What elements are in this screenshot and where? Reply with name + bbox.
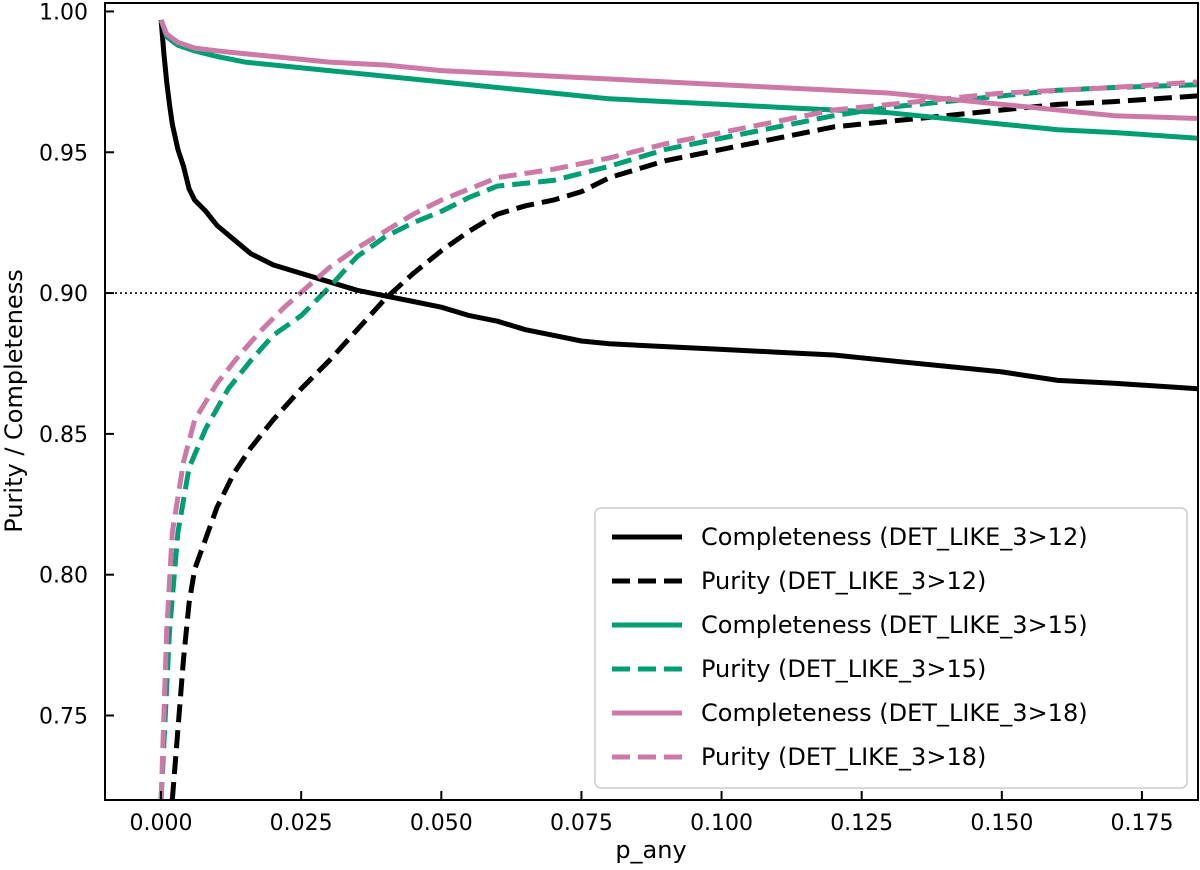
x-tick-label-4: 0.100 (690, 811, 753, 836)
x-tick-label-2: 0.050 (410, 811, 473, 836)
x-axis-ticks: 0.000 0.025 0.050 0.075 0.100 0.125 0.150 0.175 (130, 791, 1173, 836)
series-line-1 (169, 93, 1198, 800)
legend-label-0: Completeness (DET_LIKE_3>12) (701, 523, 1088, 551)
series-layer (158, 18, 1198, 800)
y-axis-label: Purity / Completeness (0, 269, 28, 532)
x-tick-label-1: 0.025 (270, 811, 333, 836)
series-line-3 (158, 82, 1198, 800)
legend-label-4: Completeness (DET_LIKE_3>18) (701, 699, 1088, 727)
x-tick-label-0: 0.000 (130, 811, 193, 836)
legend-box (594, 507, 1188, 789)
legend: Completeness (DET_LIKE_3>12) Purity (DET_… (594, 507, 1188, 789)
x-tick-label-7: 0.175 (1110, 811, 1173, 836)
y-axis-ticks: 0.75 0.80 0.85 0.90 0.95 1.00 (39, 0, 114, 730)
x-tick-label-3: 0.075 (550, 811, 613, 836)
x-axis-label: p_any (615, 836, 686, 864)
y-tick-label-0: 0.75 (39, 705, 88, 730)
series-line-5 (158, 79, 1198, 800)
x-tick-label-6: 0.150 (970, 811, 1033, 836)
y-tick-label-3: 0.90 (39, 282, 88, 307)
y-tick-label-4: 0.95 (39, 141, 88, 166)
legend-label-2: Completeness (DET_LIKE_3>15) (701, 611, 1088, 639)
series-line-0 (158, 19, 1198, 392)
legend-label-5: Purity (DET_LIKE_3>18) (701, 743, 986, 771)
series-line-4 (158, 18, 1198, 121)
y-tick-label-5: 1.00 (39, 0, 88, 25)
y-tick-label-1: 0.80 (39, 564, 88, 589)
legend-label-3: Purity (DET_LIKE_3>15) (701, 655, 986, 683)
y-tick-label-2: 0.85 (39, 423, 88, 448)
legend-label-1: Purity (DET_LIKE_3>12) (701, 567, 986, 595)
series-line-2 (158, 19, 1198, 141)
plot-frame (104, 2, 1199, 801)
x-tick-label-5: 0.125 (830, 811, 893, 836)
